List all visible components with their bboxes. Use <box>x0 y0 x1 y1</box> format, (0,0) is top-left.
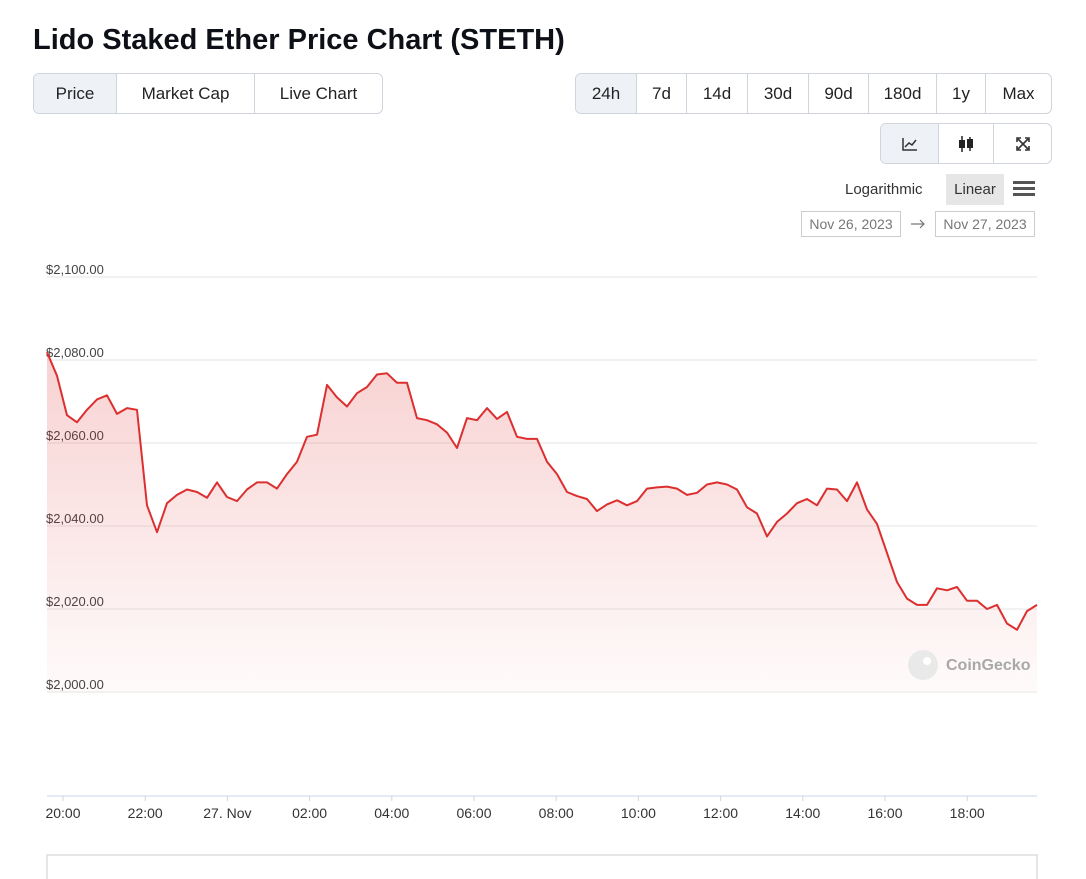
x-tick-label: 20:00 <box>45 805 80 821</box>
range-button[interactable]: Max <box>1002 83 1035 103</box>
tab[interactable]: Live Chart <box>279 83 358 103</box>
page-title: Lido Staked Ether Price Chart (STETH) <box>33 24 565 56</box>
watermark-eye <box>923 657 931 665</box>
y-tick-label: $2,100.00 <box>46 262 104 277</box>
candle-icon <box>959 135 973 152</box>
fullscreen-button[interactable] <box>994 124 1051 163</box>
watermark: CoinGecko <box>946 657 1031 674</box>
line-icon <box>901 137 917 151</box>
x-tick-label: 14:00 <box>785 805 820 821</box>
x-tick-label: 06:00 <box>456 805 491 821</box>
x-tick-label: 16:00 <box>867 805 902 821</box>
x-tick-label: 10:00 <box>621 805 656 821</box>
x-tick-label: 12:00 <box>703 805 738 821</box>
tab[interactable]: Price <box>34 74 117 113</box>
price-line <box>46 351 1038 631</box>
scale-option[interactable]: Linear <box>946 174 1004 205</box>
date-arrow <box>911 219 925 229</box>
date-to[interactable]: Nov 27, 2023 <box>935 211 1035 237</box>
x-tick-label: 02:00 <box>292 805 327 821</box>
range-button[interactable]: 180d <box>869 74 937 113</box>
candle-chart-button[interactable] <box>939 124 994 163</box>
range-group: 24h 7d 14d 30d 90d 180d 1y Max <box>575 73 1052 114</box>
watermark-icon <box>908 650 938 680</box>
range-button[interactable]: 24h <box>576 74 637 113</box>
range-button[interactable]: 14d <box>687 74 748 113</box>
date-from[interactable]: Nov 26, 2023 <box>801 211 901 237</box>
price-area <box>47 352 1037 692</box>
scale-option[interactable]: Logarithmic <box>845 181 923 198</box>
x-tick-label: 27. Nov <box>203 805 251 821</box>
range-button[interactable]: 30d <box>748 74 809 113</box>
x-tick-label: 18:00 <box>950 805 985 821</box>
range-button[interactable]: 1y <box>937 74 986 113</box>
range-button[interactable]: 90d <box>809 74 869 113</box>
menu-button[interactable] <box>1013 180 1035 198</box>
x-tick-label: 22:00 <box>128 805 163 821</box>
chart-type-group <box>880 123 1052 164</box>
y-tick-label: $2,080.00 <box>46 345 104 360</box>
tab[interactable]: Market Cap <box>117 74 255 113</box>
range-button[interactable]: 7d <box>637 74 687 113</box>
fullscreen-icon <box>1015 136 1030 151</box>
x-tick-label: 04:00 <box>374 805 409 821</box>
tab-group: Price Market Cap Live Chart <box>33 73 383 114</box>
line-chart-button[interactable] <box>881 124 939 163</box>
x-tick-label: 08:00 <box>539 805 574 821</box>
navigator-frame <box>46 854 1038 879</box>
